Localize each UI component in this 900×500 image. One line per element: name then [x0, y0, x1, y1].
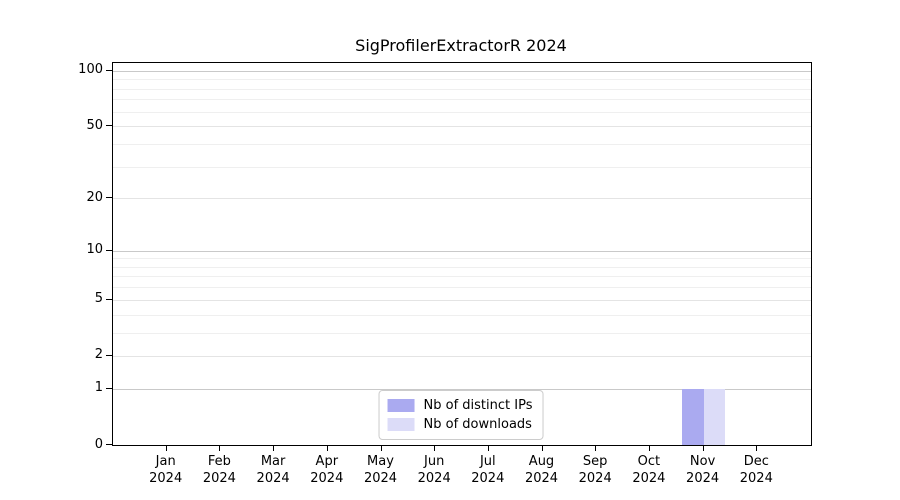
legend: Nb of distinct IPs Nb of downloads: [378, 390, 544, 440]
legend-swatch-distinct-ips: [387, 399, 415, 412]
x-tick-mark: [326, 445, 328, 451]
x-tick-label: Sep 2024: [578, 454, 612, 486]
x-tick-mark: [487, 445, 489, 451]
x-tick-mark: [273, 445, 275, 451]
legend-item-distinct-ips: Nb of distinct IPs: [387, 396, 533, 415]
legend-label-downloads: Nb of downloads: [423, 417, 532, 432]
major-gridline: [113, 250, 811, 252]
x-tick-mark: [595, 445, 597, 451]
x-tick-label: Jan 2024: [149, 454, 183, 486]
minor-gridline: [113, 79, 811, 81]
x-tick-label: Jun 2024: [417, 454, 451, 486]
y-tick-label: 20: [86, 189, 103, 205]
y-tick-mark: [106, 298, 112, 300]
minor-gridline: [113, 287, 811, 289]
plot-area: [112, 62, 812, 446]
x-tick-label: Feb 2024: [202, 454, 236, 486]
x-tick-mark: [702, 445, 704, 451]
minor-gridline: [113, 258, 811, 260]
minor-gridline: [113, 355, 811, 357]
bar-nb-of-distinct-ips: [682, 388, 704, 445]
y-tick-mark: [106, 249, 112, 251]
minor-gridline: [113, 314, 811, 316]
x-tick-label: May 2024: [363, 454, 398, 486]
y-tick-label: 100: [78, 62, 103, 78]
y-tick-mark: [106, 197, 112, 199]
x-tick-mark: [648, 445, 650, 451]
minor-gridline: [113, 143, 811, 145]
x-tick-label: Aug 2024: [524, 454, 559, 486]
minor-gridline: [113, 88, 811, 90]
x-tick-mark: [541, 445, 543, 451]
y-tick-mark: [106, 125, 112, 127]
x-tick-mark: [380, 445, 382, 451]
minor-gridline: [113, 99, 811, 101]
x-tick-label: Dec 2024: [739, 454, 773, 486]
legend-swatch-downloads: [387, 418, 415, 431]
x-tick-label: Oct 2024: [632, 454, 666, 486]
x-tick-label: Jul 2024: [471, 454, 505, 486]
minor-gridline: [113, 299, 811, 301]
major-gridline: [113, 388, 811, 390]
minor-gridline: [113, 266, 811, 268]
major-gridline: [113, 70, 811, 72]
minor-gridline: [113, 111, 811, 113]
x-tick-mark: [219, 445, 221, 451]
legend-item-downloads: Nb of downloads: [387, 415, 533, 434]
y-tick-mark: [106, 444, 112, 445]
y-tick-label: 5: [94, 291, 103, 307]
y-tick-label: 50: [86, 117, 103, 133]
x-tick-mark: [165, 445, 167, 451]
y-tick-label: 10: [86, 242, 103, 257]
minor-gridline: [113, 126, 811, 128]
legend-label-distinct-ips: Nb of distinct IPs: [423, 398, 533, 413]
minor-gridline: [113, 198, 811, 200]
x-tick-mark: [756, 445, 758, 451]
x-tick-label: Apr 2024: [310, 454, 344, 486]
y-tick-mark: [106, 69, 112, 71]
minor-gridline: [113, 166, 811, 168]
bar-nb-of-downloads: [703, 388, 726, 445]
y-tick-mark: [106, 387, 112, 389]
x-tick-label: Mar 2024: [256, 454, 290, 486]
y-tick-label: 2: [94, 347, 103, 363]
chart-title: SigProfilerExtractorR 2024: [355, 36, 567, 55]
y-tick-label: 1: [94, 380, 103, 396]
minor-gridline: [113, 276, 811, 278]
minor-gridline: [113, 332, 811, 334]
y-tick-label: 0: [94, 436, 103, 452]
y-tick-mark: [106, 354, 112, 356]
x-tick-label: Nov 2024: [686, 454, 720, 486]
x-tick-mark: [434, 445, 436, 451]
